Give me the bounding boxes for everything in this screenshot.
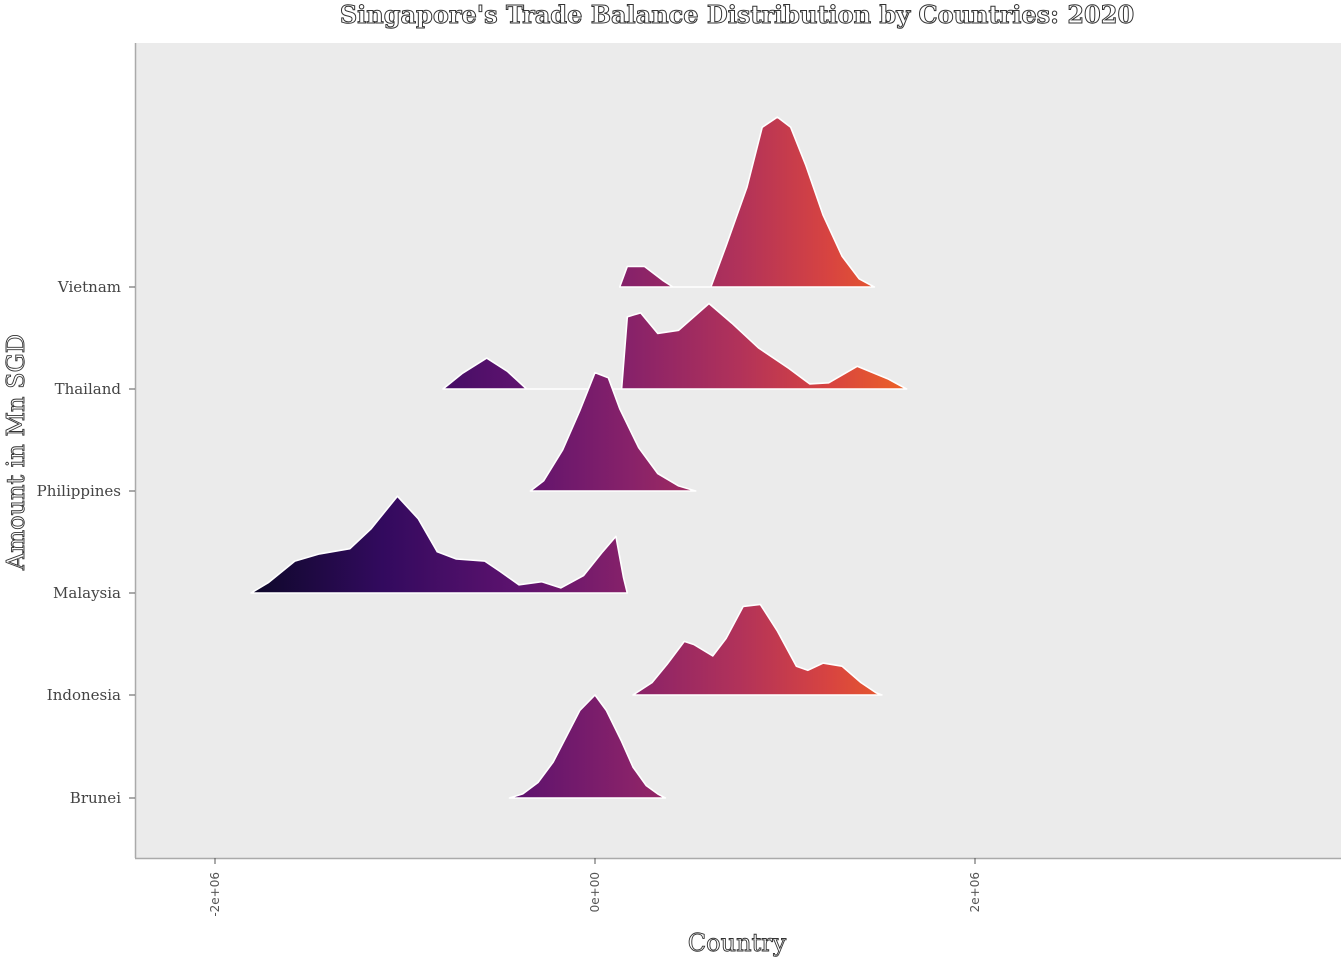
- x-tick-label: -2e+06: [208, 872, 222, 917]
- plot-panel: [136, 43, 1341, 858]
- chart-title: Singapore's Trade Balance Distribution b…: [340, 0, 1134, 29]
- x-axis-ticks: -2e+06 0e+00 2e+06: [208, 858, 982, 917]
- ridge-thailand: [442, 302, 908, 390]
- y-axis-title: Amount in Mn SGD: [2, 334, 30, 571]
- ridge-malaysia: [250, 495, 629, 594]
- y-tick-label: Indonesia: [47, 686, 121, 704]
- y-tick-label: Thailand: [55, 380, 122, 398]
- y-tick-label: Brunei: [70, 789, 121, 807]
- ridge-vietnam: [618, 116, 876, 288]
- y-axis-ticks: Brunei Indonesia Malaysia Philippines Thaila…: [37, 278, 135, 807]
- y-tick-label: Philippines: [37, 482, 121, 500]
- ridge-indonesia: [632, 603, 883, 696]
- y-tick-label: Malaysia: [53, 584, 121, 602]
- ridges: [250, 116, 908, 799]
- ridge-brunei: [508, 694, 667, 799]
- x-tick-label: 2e+06: [968, 872, 982, 912]
- y-tick-label: Vietnam: [57, 278, 121, 296]
- x-axis-title: Country: [688, 929, 787, 957]
- x-tick-label: 0e+00: [588, 872, 602, 912]
- ridge-philippines: [529, 371, 697, 492]
